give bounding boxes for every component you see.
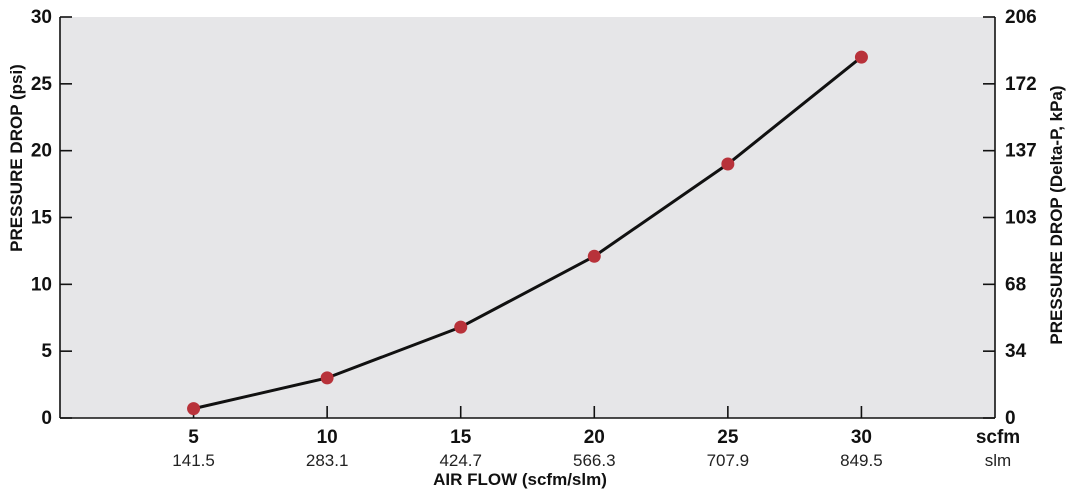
- x-tick-label-secondary: 141.5: [172, 451, 215, 470]
- right-y-axis-title: PRESSURE DROP (Delta-P, kPa): [1047, 85, 1066, 344]
- x-axis-title: AIR FLOW (scfm/slm): [433, 470, 607, 489]
- right-y-tick-label: 68: [1005, 274, 1026, 295]
- left-y-axis-title: PRESSURE DROP (psi): [7, 64, 26, 252]
- x-unit-primary: scfm: [976, 427, 1020, 448]
- x-tick-label-secondary: 849.5: [840, 451, 883, 470]
- plot-area: [60, 17, 995, 418]
- data-point: [187, 402, 201, 416]
- x-tick-label: 20: [584, 427, 605, 448]
- data-point: [454, 320, 468, 334]
- right-y-tick-label: 172: [1005, 74, 1037, 95]
- right-y-tick-label: 137: [1005, 141, 1037, 162]
- right-y-tick-label: 0: [1005, 408, 1016, 429]
- x-tick-label-secondary: 424.7: [439, 451, 482, 470]
- data-series: [187, 50, 868, 416]
- x-axis: 5 141.5 10 283.1 15 424.7 20 566.3 25 707.9 30 849.…: [172, 406, 883, 470]
- right-y-tick-label: 206: [1005, 7, 1037, 28]
- x-tick-label: 15: [450, 427, 472, 448]
- left-y-tick-label: 15: [31, 208, 53, 229]
- x-tick-label: 10: [317, 427, 338, 448]
- right-y-axis: 0 34 68 103 137 172 206: [983, 7, 1037, 429]
- left-y-tick-label: 30: [31, 7, 52, 28]
- series-line: [193, 55, 863, 411]
- left-y-tick-label: 25: [31, 74, 53, 95]
- x-tick-label: 30: [851, 427, 872, 448]
- x-unit-secondary: slm: [985, 451, 1011, 470]
- right-y-tick-label: 103: [1005, 208, 1037, 229]
- left-y-tick-label: 0: [41, 408, 52, 429]
- x-tick-label-secondary: 707.9: [707, 451, 750, 470]
- left-y-tick-label: 10: [31, 274, 52, 295]
- right-y-tick-label: 34: [1005, 341, 1027, 362]
- data-point: [721, 157, 735, 171]
- x-tick-label: 25: [717, 427, 739, 448]
- left-y-tick-label: 5: [41, 341, 52, 362]
- data-point: [320, 371, 334, 385]
- left-y-tick-label: 20: [31, 141, 52, 162]
- x-tick-label-secondary: 566.3: [573, 451, 616, 470]
- x-tick-label-secondary: 283.1: [306, 451, 349, 470]
- data-point: [854, 50, 868, 64]
- data-point: [587, 249, 601, 263]
- left-y-axis: 0 5 10 15 20 25 30: [31, 7, 72, 429]
- x-tick-label: 5: [188, 427, 199, 448]
